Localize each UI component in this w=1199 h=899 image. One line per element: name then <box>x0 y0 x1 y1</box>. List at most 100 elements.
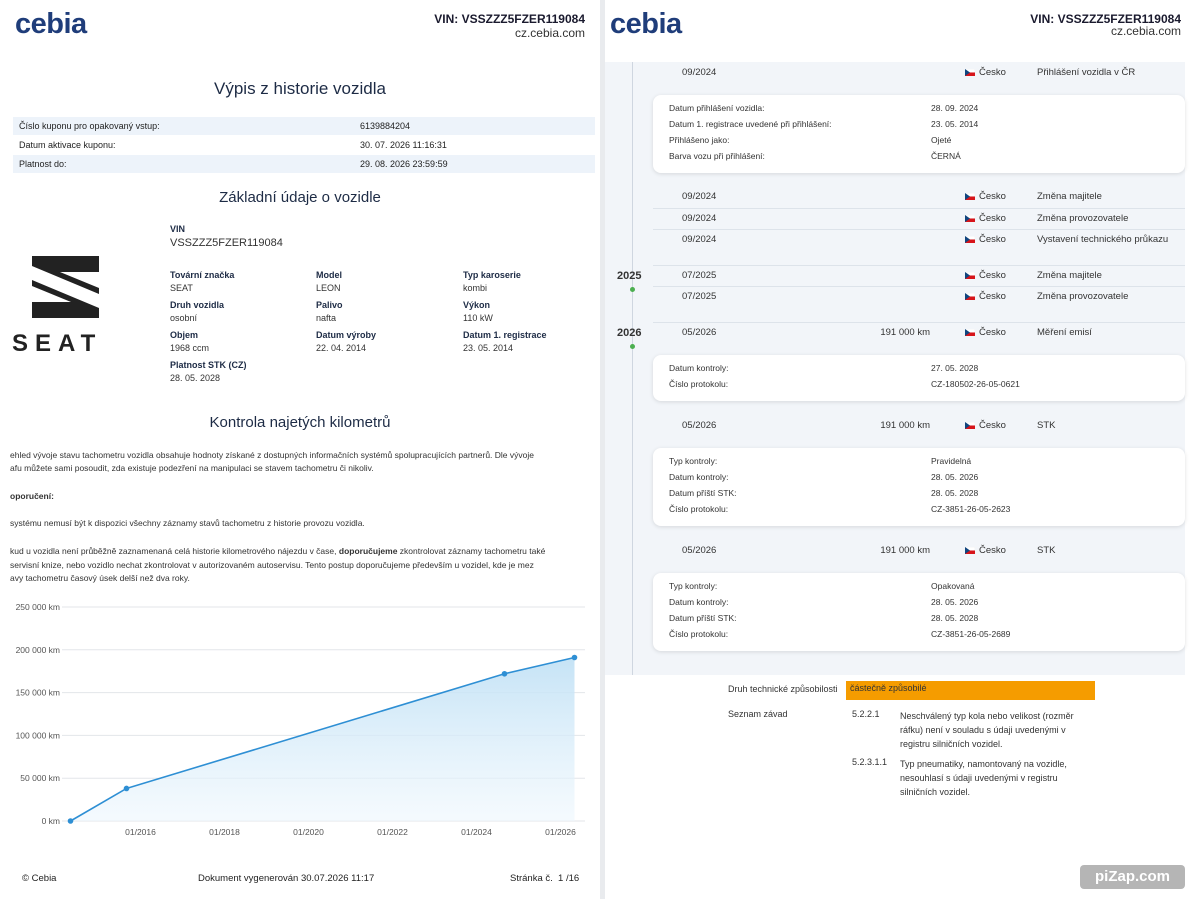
entry-country: Česko <box>979 213 1006 224</box>
seat-logo <box>32 256 99 318</box>
coupon-value: 29. 08. 2026 23:59:59 <box>360 159 448 169</box>
x-tick-label: 01/2018 <box>209 827 240 837</box>
detail-value: 28. 05. 2028 <box>931 488 979 498</box>
fitness-value: částečně způsobilé <box>846 681 1095 700</box>
detail-label: Datum kontroly: <box>669 472 729 482</box>
entry-event: Změna provozovatele <box>1037 291 1129 302</box>
text-segment: systému nemusí být k dispozici všechny z… <box>10 518 365 528</box>
report-page-2: cebia VIN: VSSZZZ5FZER119084 cz.cebia.com 2… <box>605 0 1199 899</box>
detail-value: CZ-3851-26-05-2689 <box>931 629 1011 639</box>
text-line: systému nemusí být k dispozici všechny z… <box>10 518 365 528</box>
brand-logo-text: SEAT <box>12 330 103 357</box>
entry-country: Česko <box>979 327 1006 338</box>
text-line: ehled vývoje stavu tachometru vozidla ob… <box>10 450 534 460</box>
flag-blue <box>965 422 970 429</box>
seat-logo-shape <box>32 256 99 294</box>
y-tick-label: 100 000 km <box>16 730 60 740</box>
flag <box>965 215 975 222</box>
entry-date: 05/2026 <box>682 420 717 431</box>
detail-label: Typ kontroly: <box>669 456 718 466</box>
text-segment: kud u vozidla není průběžně zaznamenaná … <box>10 546 339 556</box>
entry-event: Měření emisí <box>1037 327 1092 338</box>
text-segment: avy tachometru časový úsek delší než dva… <box>10 573 190 583</box>
flag-red <box>965 425 975 429</box>
entry-km: 191 000 km <box>880 545 930 556</box>
field-value: 1968 ccm <box>170 343 210 353</box>
defects-label: Seznam závad <box>728 709 788 719</box>
entry-event: Vystavení technického průkazu <box>1037 234 1169 245</box>
text-segment: doporučujeme <box>338 546 398 556</box>
field-value: 110 kW <box>463 313 493 323</box>
entry-km: 191 000 km <box>880 327 930 338</box>
row-separator <box>653 208 1185 209</box>
text-line: avy tachometru časový úsek delší než dva… <box>10 573 190 583</box>
flag-blue <box>965 69 970 76</box>
detail-label: Číslo protokolu: <box>669 379 729 389</box>
field-value: kombi <box>463 283 488 293</box>
section-title: Kontrola najetých kilometrů <box>209 414 391 431</box>
entry-date: 07/2025 <box>682 270 717 281</box>
detail-label: Barva vozu při přihlášení: <box>669 151 765 161</box>
entry-event: Změna majitele <box>1037 191 1102 202</box>
flag-blue <box>965 329 970 336</box>
header-vin: VIN: VSSZZZ5FZER119084 <box>434 12 585 26</box>
coupon-label: Platnost do: <box>19 159 67 169</box>
flag <box>965 236 975 243</box>
flag-blue <box>965 215 970 222</box>
detail-label: Číslo protokolu: <box>669 629 729 639</box>
detail-value: 27. 05. 2028 <box>931 363 979 373</box>
timeline-dot <box>630 287 635 292</box>
detail-label: Datum přihlášení vozidla: <box>669 103 765 113</box>
text-segment: servisní knize, nebo vozidlo nechat zkon… <box>10 560 534 570</box>
flag-red <box>965 550 975 554</box>
entry-event: STK <box>1037 545 1056 556</box>
x-tick-label: 01/2016 <box>125 827 156 837</box>
y-tick-label: 200 000 km <box>16 645 60 655</box>
point <box>571 654 578 661</box>
detail-value: 23. 05. 2014 <box>931 119 979 129</box>
vin-value: VSSZZZ5FZER119084 <box>170 237 283 249</box>
y-tick-label: 250 000 km <box>16 602 60 612</box>
field-label: Druh vozidla <box>170 300 225 310</box>
field-label: Tovární značka <box>170 270 235 280</box>
defect-text: Typ pneumatiky, namontovaný na vozidle, … <box>900 759 1067 797</box>
entry-country: Česko <box>979 234 1006 245</box>
field-value: nafta <box>316 313 337 323</box>
text-line: kud u vozidla není průběžně zaznamenaná … <box>10 546 545 556</box>
logo: cebia <box>610 8 682 40</box>
field-label: Palivo <box>316 300 343 310</box>
flag <box>965 293 975 300</box>
header-vin: VIN: VSSZZZ5FZER119084 <box>1030 12 1181 26</box>
flag <box>965 69 975 76</box>
field-label: Model <box>316 270 342 280</box>
detail-value: 28. 05. 2026 <box>931 597 979 607</box>
y-tick-label: 150 000 km <box>16 688 60 698</box>
footer-copyright: © Cebia <box>22 873 57 884</box>
field-value: 28. 05. 2028 <box>170 373 221 383</box>
y-tick-label: 50 000 km <box>20 773 60 783</box>
entry-km: 191 000 km <box>880 420 930 431</box>
detail-value: 28. 05. 2026 <box>931 472 979 482</box>
flag-blue <box>965 193 970 200</box>
detail-value: Ojeté <box>931 135 952 145</box>
entry-country: Česko <box>979 191 1006 202</box>
field-value: SEAT <box>170 283 193 293</box>
footer-page: Stránka č. 1 /16 <box>510 873 580 884</box>
flag-blue <box>965 236 970 243</box>
detail-card: Typ kontroly: Pravidelná Datum kontroly: 28… <box>653 448 1185 526</box>
field-label: Datum výroby <box>316 330 377 340</box>
flag <box>965 272 975 279</box>
entry-event: Změna majitele <box>1037 270 1102 281</box>
flag-red <box>965 275 975 279</box>
vin-label: VIN <box>170 224 186 234</box>
detail-label: Datum kontroly: <box>669 597 729 607</box>
detail-label: Datum příští STK: <box>669 613 737 623</box>
detail-value: CZ-180502-26-05-0621 <box>931 379 1020 389</box>
field-label: Výkon <box>463 300 491 310</box>
field-label: Platnost STK (CZ) <box>170 360 247 370</box>
detail-card: Typ kontroly: Opakovaná Datum kontroly: 28.… <box>653 573 1185 651</box>
logo: cebia <box>15 8 87 40</box>
detail-label: Datum příští STK: <box>669 488 737 498</box>
area <box>70 657 575 821</box>
entry-date: 09/2024 <box>682 213 717 224</box>
